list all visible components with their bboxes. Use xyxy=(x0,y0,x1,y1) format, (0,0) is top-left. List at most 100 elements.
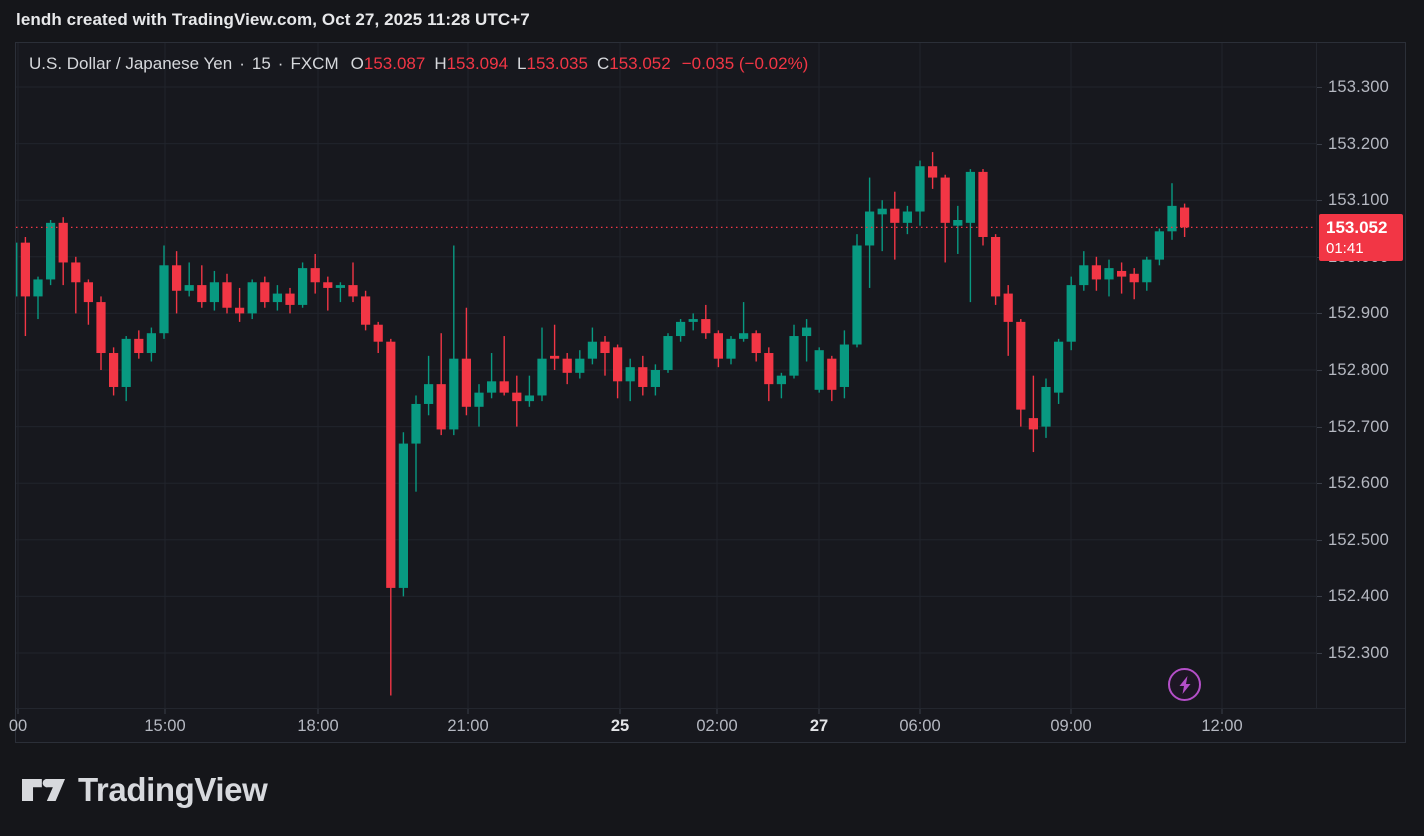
candle-body xyxy=(638,367,648,387)
candle-body xyxy=(184,285,194,291)
candle-body xyxy=(474,392,484,407)
tradingview-logo[interactable]: TradingView xyxy=(22,770,268,810)
candle-body xyxy=(20,242,30,297)
price-axis-tick xyxy=(1317,313,1322,315)
candle-body xyxy=(121,338,131,387)
candle-body xyxy=(260,282,270,303)
candle-body xyxy=(1129,273,1139,283)
candle-body xyxy=(953,220,963,226)
candle-body xyxy=(411,403,421,444)
candle-body xyxy=(424,384,434,404)
candle-body xyxy=(789,336,799,376)
chart-legend[interactable]: U.S. Dollar / Japanese Yen · 15 · FXCM O… xyxy=(29,54,808,74)
candle-body xyxy=(739,333,749,339)
ohlc-item: C153.052 xyxy=(597,54,671,74)
candle-body xyxy=(587,341,597,359)
candle-body xyxy=(1041,386,1051,427)
time-axis-tick xyxy=(317,709,319,714)
candle-body xyxy=(562,358,572,373)
candle-body xyxy=(461,358,471,407)
candle-body xyxy=(1142,259,1152,283)
ohlc-item: L153.035 xyxy=(517,54,588,74)
price-axis-label: 153.100 xyxy=(1328,191,1390,210)
candle-body xyxy=(663,336,673,370)
candle-body xyxy=(852,245,862,345)
candle-body xyxy=(1154,231,1164,260)
ohlc-letter: C xyxy=(596,54,610,73)
time-axis-tick xyxy=(1070,709,1072,714)
price-axis-label: 152.900 xyxy=(1328,304,1390,323)
candle-body xyxy=(58,222,68,263)
candle-body xyxy=(688,319,698,322)
candle-body xyxy=(512,392,522,402)
candle-body xyxy=(600,341,610,354)
candle-body xyxy=(197,285,207,303)
candle-body xyxy=(701,319,711,334)
candlestick-chart xyxy=(16,43,1316,708)
candle-body xyxy=(1104,268,1114,280)
candle-body xyxy=(235,307,245,314)
candle-body xyxy=(222,282,232,308)
price-axis-label: 152.600 xyxy=(1328,474,1390,493)
candle-body xyxy=(146,333,156,354)
time-axis-label: 12:00 xyxy=(1201,717,1243,735)
candle-body xyxy=(650,370,660,387)
price-axis-label: 152.300 xyxy=(1328,644,1390,662)
ohlc-readout: O153.087 H153.094 L153.035 C153.052 xyxy=(351,54,680,74)
candle-body xyxy=(1091,265,1101,280)
time-axis-tick xyxy=(164,709,166,714)
exchange-label[interactable]: FXCM xyxy=(290,54,339,73)
price-axis-label: 152.500 xyxy=(1328,530,1390,549)
time-axis-label: 06:00 xyxy=(899,717,941,735)
candle-body xyxy=(209,282,219,303)
price-axis-tick xyxy=(1317,596,1322,598)
candle-body xyxy=(764,353,774,385)
time-axis-tick xyxy=(467,709,469,714)
price-axis-tick xyxy=(1317,143,1322,145)
candle-body xyxy=(890,208,900,223)
candle-body xyxy=(335,285,345,288)
candle-body xyxy=(1066,285,1076,342)
time-axis-tick xyxy=(818,709,820,714)
candle-body xyxy=(134,338,144,354)
ohlc-value: 153.052 xyxy=(609,54,671,73)
candle-body xyxy=(965,171,975,223)
lightning-button[interactable] xyxy=(1168,668,1201,701)
candle-body xyxy=(71,262,81,283)
candle-body xyxy=(83,282,93,303)
candle-body xyxy=(625,367,635,382)
time-axis[interactable]: 00 15:00 18:00 21:00 25 02:00 27 06:00 09:00 12:0… xyxy=(9,708,1405,743)
candle-body xyxy=(1054,341,1064,393)
price-axis[interactable]: 153.300153.200153.100153.000152.900152.8… xyxy=(1316,43,1405,708)
candle-body xyxy=(1117,270,1127,277)
plot-area[interactable] xyxy=(16,43,1316,708)
price-axis-label: 152.400 xyxy=(1328,587,1390,606)
price-axis-tick xyxy=(1317,370,1322,371)
time-axis-label: 21:00 xyxy=(447,717,489,735)
candle-body xyxy=(713,333,723,359)
time-axis-label: 18:00 xyxy=(297,717,339,735)
candle-body xyxy=(940,177,950,223)
legend-separator: · xyxy=(277,54,284,73)
candle-body xyxy=(524,395,534,402)
candle-body xyxy=(877,208,887,215)
candle-body xyxy=(361,296,371,325)
candle-body xyxy=(915,166,925,212)
time-axis-tick xyxy=(716,709,718,714)
candle-body xyxy=(814,350,824,390)
candle-body xyxy=(902,211,912,223)
time-axis-tick xyxy=(919,709,921,714)
ohlc-letter: L xyxy=(517,54,527,73)
interval-label[interactable]: 15 xyxy=(251,54,271,73)
candle-body xyxy=(827,358,837,390)
tradingview-wordmark: TradingView xyxy=(78,771,268,808)
candle-body xyxy=(499,381,509,393)
candle-body xyxy=(398,443,408,588)
candle-body xyxy=(1167,205,1177,232)
candle-body xyxy=(550,355,560,359)
time-axis-label: 25 xyxy=(610,717,630,735)
symbol-title[interactable]: U.S. Dollar / Japanese Yen xyxy=(29,54,233,73)
candle-body xyxy=(46,222,56,280)
candle-body xyxy=(991,236,1001,297)
candle-body xyxy=(1016,321,1026,410)
